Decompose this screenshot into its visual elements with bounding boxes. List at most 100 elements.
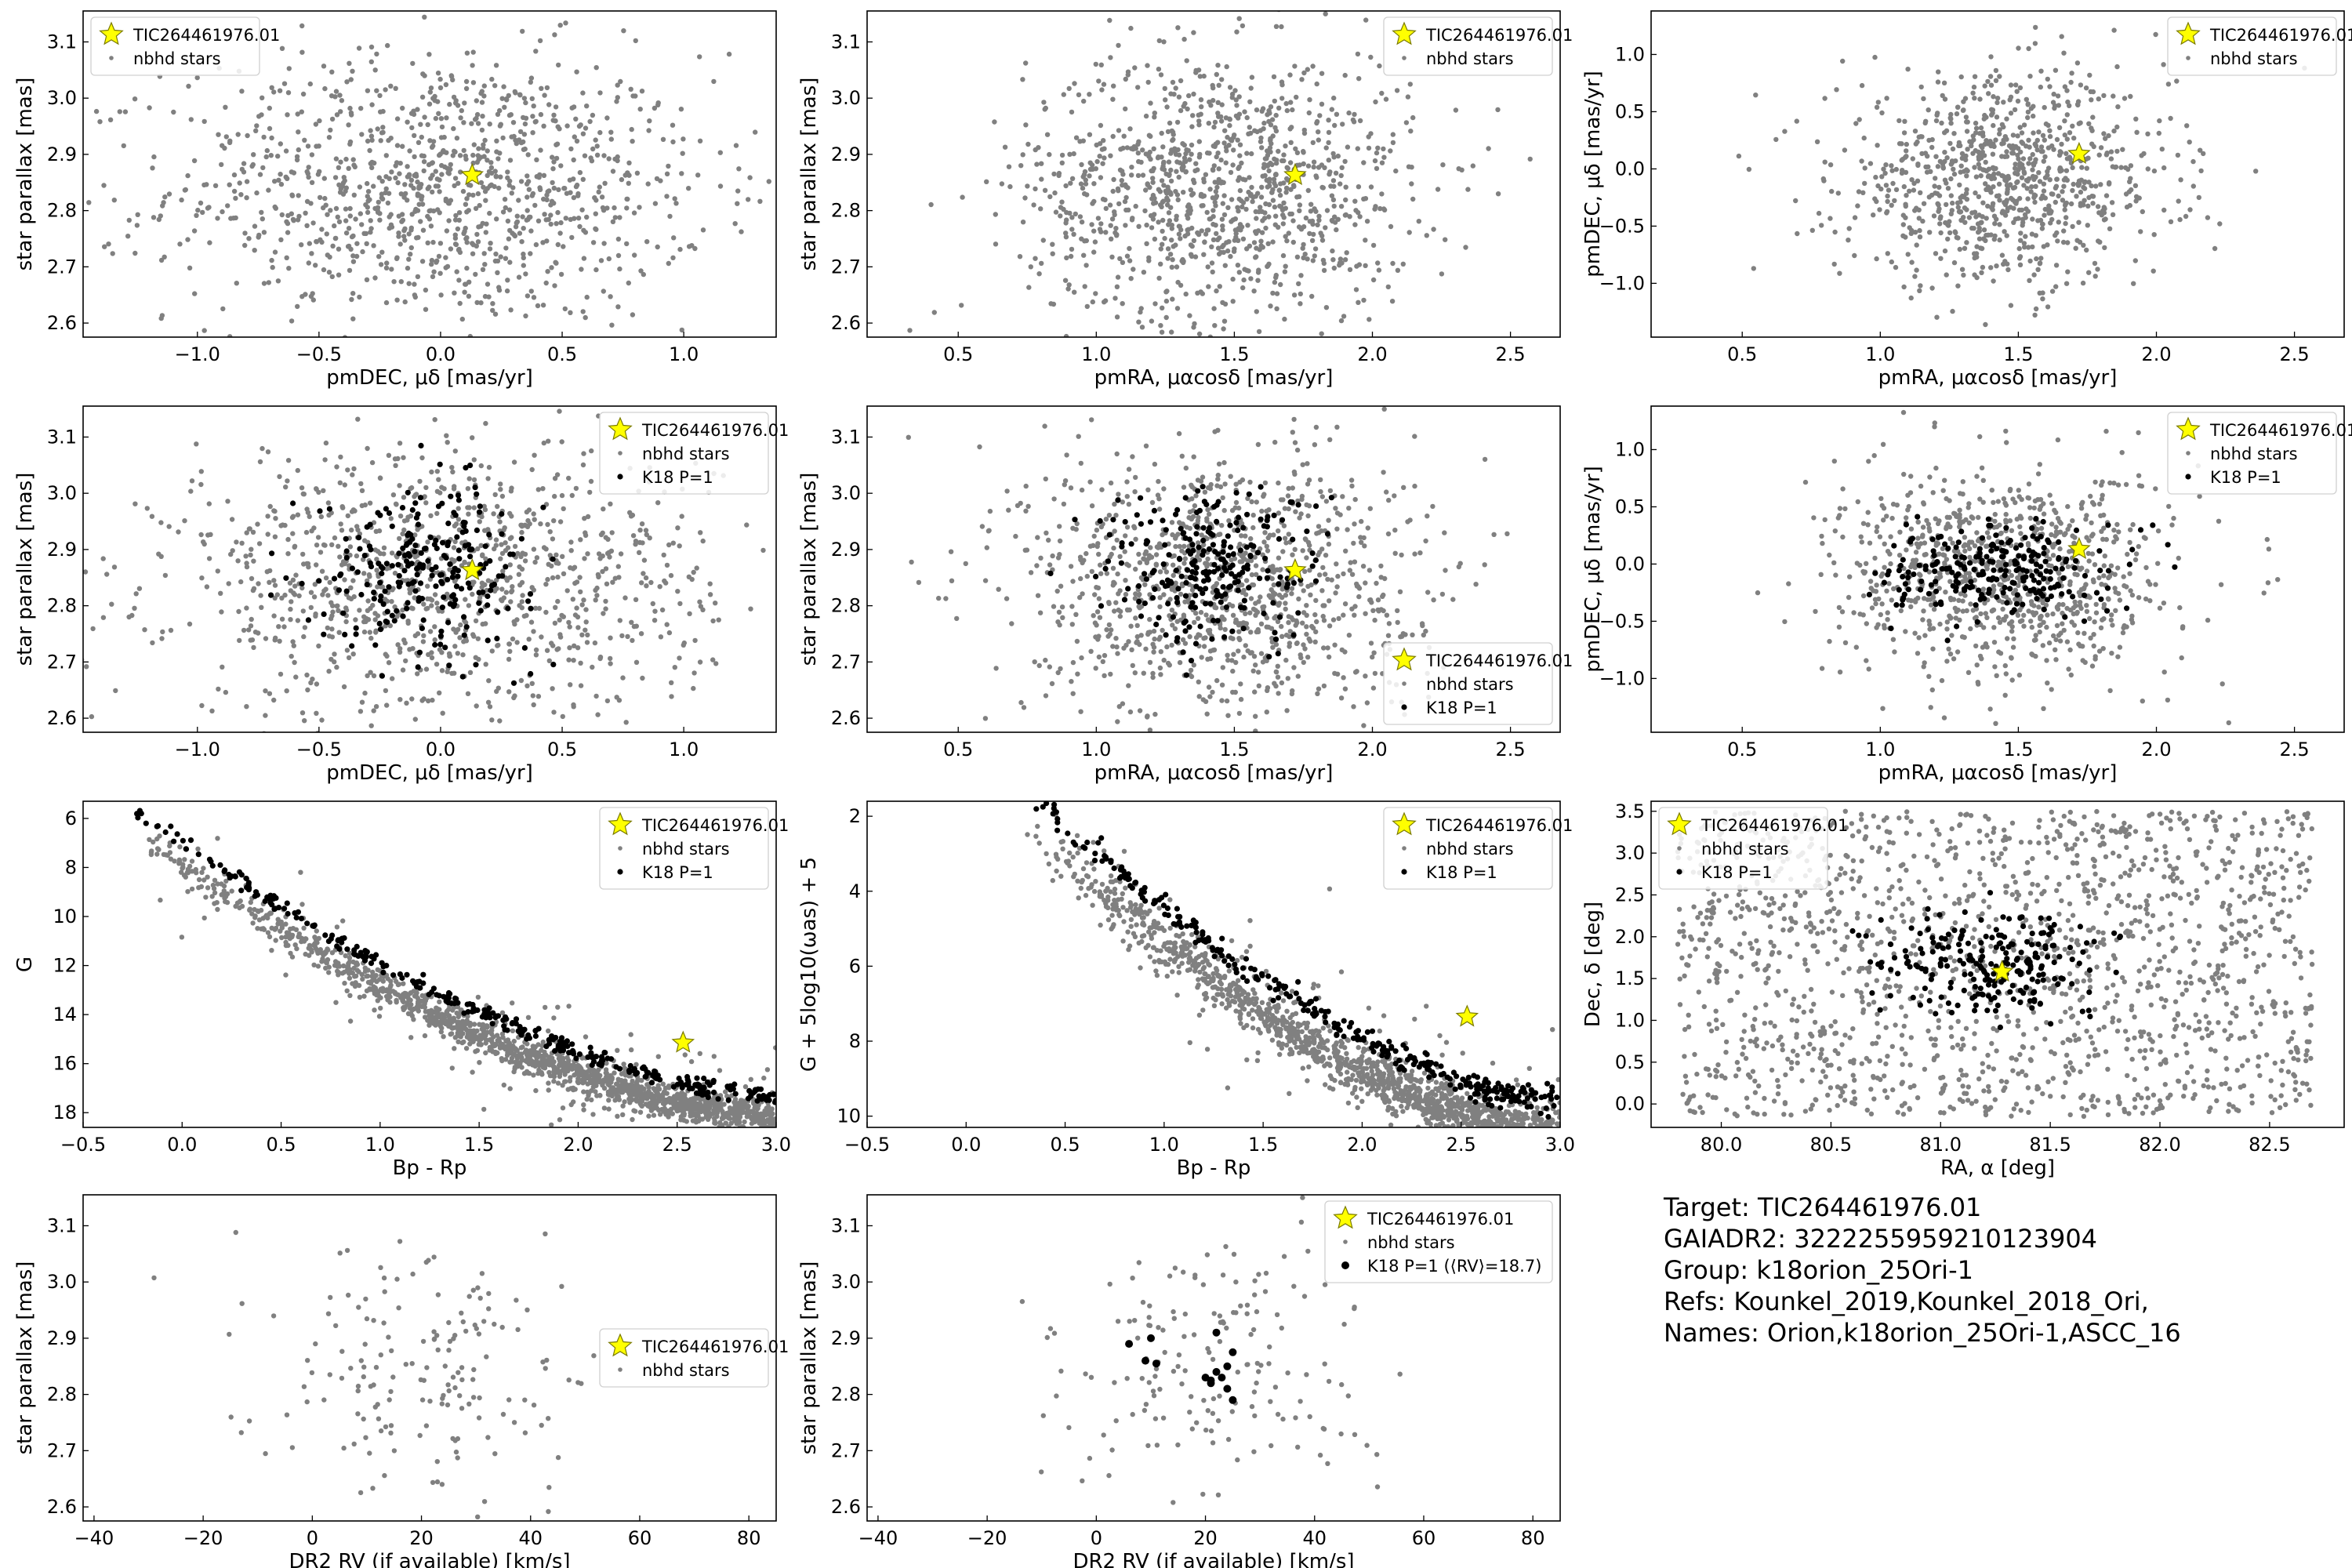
nbhd-star-point xyxy=(1087,173,1092,179)
legend-nbhd-dot-icon xyxy=(618,451,622,456)
nbhd-star-point xyxy=(2002,154,2008,159)
nbhd-star-point xyxy=(1893,187,1900,193)
nbhd-star-point xyxy=(497,123,503,129)
nbhd-star-point xyxy=(359,699,365,705)
nbhd-star-point xyxy=(332,175,339,180)
nbhd-star-point xyxy=(513,90,518,96)
nbhd-star-point xyxy=(1986,166,1992,172)
nbhd-star-point xyxy=(508,488,514,494)
nbhd-star-point xyxy=(466,476,472,481)
nbhd-star-point xyxy=(1281,180,1287,186)
nbhd-star-point xyxy=(495,270,500,275)
nbhd-star-point xyxy=(533,652,539,658)
nbhd-star-point xyxy=(423,500,429,506)
nbhd-star-point xyxy=(2042,104,2047,111)
nbhd-star-point xyxy=(1232,216,1239,222)
nbhd-star-point xyxy=(593,227,599,232)
k18-member-point xyxy=(505,605,511,612)
nbhd-star-point xyxy=(1972,209,1978,215)
nbhd-star-point xyxy=(2087,72,2092,78)
nbhd-star-point xyxy=(313,613,318,619)
nbhd-star-point xyxy=(535,218,542,223)
nbhd-star-point xyxy=(2145,166,2151,172)
nbhd-star-point xyxy=(1181,561,1187,566)
nbhd-star-point xyxy=(1140,172,1146,178)
nbhd-star-point xyxy=(156,551,162,557)
nbhd-star-point xyxy=(666,163,671,169)
nbhd-star-point xyxy=(456,506,461,511)
nbhd-star-point xyxy=(1249,184,1254,191)
nbhd-star-point xyxy=(2025,109,2031,115)
nbhd-star-point xyxy=(1875,143,1880,148)
nbhd-star-point xyxy=(270,264,275,270)
nbhd-star-point xyxy=(523,100,528,106)
nbhd-star-point xyxy=(446,171,452,176)
nbhd-star-point xyxy=(2004,183,2010,188)
nbhd-star-point xyxy=(633,93,638,99)
nbhd-star-point xyxy=(601,241,607,246)
nbhd-star-point xyxy=(546,102,552,107)
nbhd-star-point xyxy=(1084,192,1090,198)
nbhd-star-point xyxy=(555,209,561,216)
nbhd-star-point xyxy=(1189,151,1194,157)
nbhd-star-point xyxy=(1332,122,1338,129)
nbhd-star-point xyxy=(1173,85,1178,91)
nbhd-star-point xyxy=(2018,230,2024,236)
nbhd-star-point xyxy=(194,74,200,81)
x-tick-label: 0.0 xyxy=(426,739,456,760)
nbhd-star-point xyxy=(1301,255,1306,261)
nbhd-star-point xyxy=(548,221,554,227)
nbhd-star-point xyxy=(393,175,398,181)
nbhd-star-point xyxy=(2089,97,2094,103)
nbhd-star-point xyxy=(2026,137,2031,143)
nbhd-star-point xyxy=(1120,260,1126,265)
nbhd-star-point xyxy=(1135,85,1141,90)
nbhd-star-point xyxy=(2041,181,2047,187)
nbhd-star-point xyxy=(1321,267,1327,274)
nbhd-star-point xyxy=(612,215,618,220)
nbhd-star-point xyxy=(1214,288,1219,294)
nbhd-star-point xyxy=(2157,118,2162,124)
nbhd-star-point xyxy=(428,223,434,229)
nbhd-star-point xyxy=(1190,113,1196,118)
nbhd-star-point xyxy=(1218,157,1224,163)
nbhd-star-point xyxy=(735,188,741,194)
nbhd-star-point xyxy=(480,267,486,272)
nbhd-star-point xyxy=(1409,165,1414,170)
nbhd-star-point xyxy=(1279,82,1285,88)
nbhd-star-point xyxy=(2091,143,2096,150)
nbhd-star-point xyxy=(277,638,282,644)
nbhd-star-point xyxy=(1862,180,1867,187)
nbhd-star-point xyxy=(577,169,583,176)
nbhd-star-point xyxy=(2061,50,2067,56)
nbhd-star-point xyxy=(1945,236,1951,242)
nbhd-star-point xyxy=(312,582,318,587)
nbhd-star-point xyxy=(2077,239,2083,245)
nbhd-star-point xyxy=(580,462,586,468)
nbhd-star-point xyxy=(409,696,415,702)
nbhd-star-point xyxy=(678,107,684,112)
nbhd-star-point xyxy=(517,603,522,608)
nbhd-star-point xyxy=(984,179,989,184)
nbhd-star-point xyxy=(1210,97,1216,103)
k18-member-point xyxy=(389,563,395,569)
nbhd-star-point xyxy=(1381,146,1386,152)
nbhd-star-point xyxy=(452,241,459,247)
nbhd-star-point xyxy=(1266,214,1272,220)
nbhd-star-point xyxy=(1361,160,1367,165)
nbhd-star-point xyxy=(2136,195,2142,201)
nbhd-star-point xyxy=(2063,151,2069,156)
nbhd-star-point xyxy=(1276,528,1281,534)
nbhd-star-point xyxy=(568,310,573,315)
nbhd-star-point xyxy=(1279,24,1284,30)
nbhd-star-point xyxy=(449,670,455,677)
nbhd-star-point xyxy=(1993,78,1999,84)
nbhd-star-point xyxy=(452,290,457,296)
nbhd-star-point xyxy=(1890,180,1896,187)
nbhd-star-point xyxy=(1342,212,1348,218)
nbhd-star-point xyxy=(1112,209,1117,215)
nbhd-star-point xyxy=(1091,181,1097,187)
nbhd-star-point xyxy=(290,639,296,644)
nbhd-star-point xyxy=(1113,226,1119,231)
nbhd-star-point xyxy=(1932,183,1937,189)
